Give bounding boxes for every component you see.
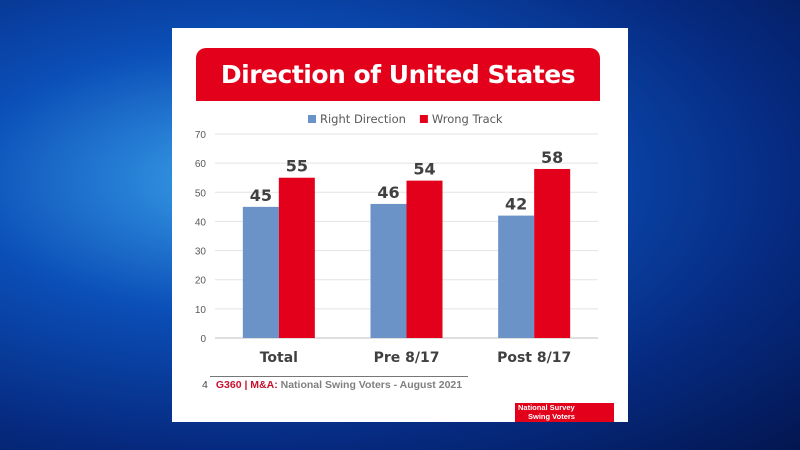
y-tick-label: 20 [195,276,207,287]
category-label: Pre 8/17 [374,350,440,366]
chart-title: Direction of United States [196,48,600,101]
legend-label: Wrong Track [432,112,503,126]
legend-swatch [308,115,316,123]
y-tick-label: 10 [195,305,207,316]
data-label: 58 [541,148,563,167]
bar-right-direction [242,206,279,338]
bar-right-direction [370,203,407,338]
data-label: 46 [377,183,399,202]
survey-badge-logo: National Survey Swing Voters [515,403,614,422]
footer-divider [210,376,468,377]
y-tick-label: 50 [195,188,207,199]
footer: 4 G360 | M&A: National Swing Voters - Aug… [202,379,462,391]
bar-wrong-track [406,180,443,338]
data-label: 45 [250,186,272,205]
y-tick-label: 0 [200,334,206,345]
y-tick-label: 60 [195,159,207,170]
bar-wrong-track [278,177,315,338]
category-label: Total [260,350,298,366]
data-label: 54 [413,160,435,179]
category-label: Post 8/17 [497,350,571,366]
footer-brand: G360 | M&A: [215,379,278,391]
data-label: 55 [286,157,308,176]
y-tick-label: 40 [195,217,207,228]
data-label: 42 [505,195,527,214]
slide: Direction of United States 0 10 20 30 40 50 60… [172,28,628,422]
badge-line2: Swing Voters [528,411,575,421]
bar-right-direction [498,215,535,338]
footer-text: National Swing Voters - August 2021 [277,379,463,391]
legend-label: Right Direction [320,112,406,126]
legend-swatch [419,115,428,123]
badge-line1: National Survey [518,403,575,412]
y-tick-label: 30 [195,247,207,258]
bar-chart: 0 10 20 30 40 50 60 70 45 55 Total 46 54 Pre 8/17 42 58… [195,112,598,366]
page-number: 4 [202,379,208,391]
y-tick-label: 70 [195,130,207,141]
bar-wrong-track [534,168,571,338]
